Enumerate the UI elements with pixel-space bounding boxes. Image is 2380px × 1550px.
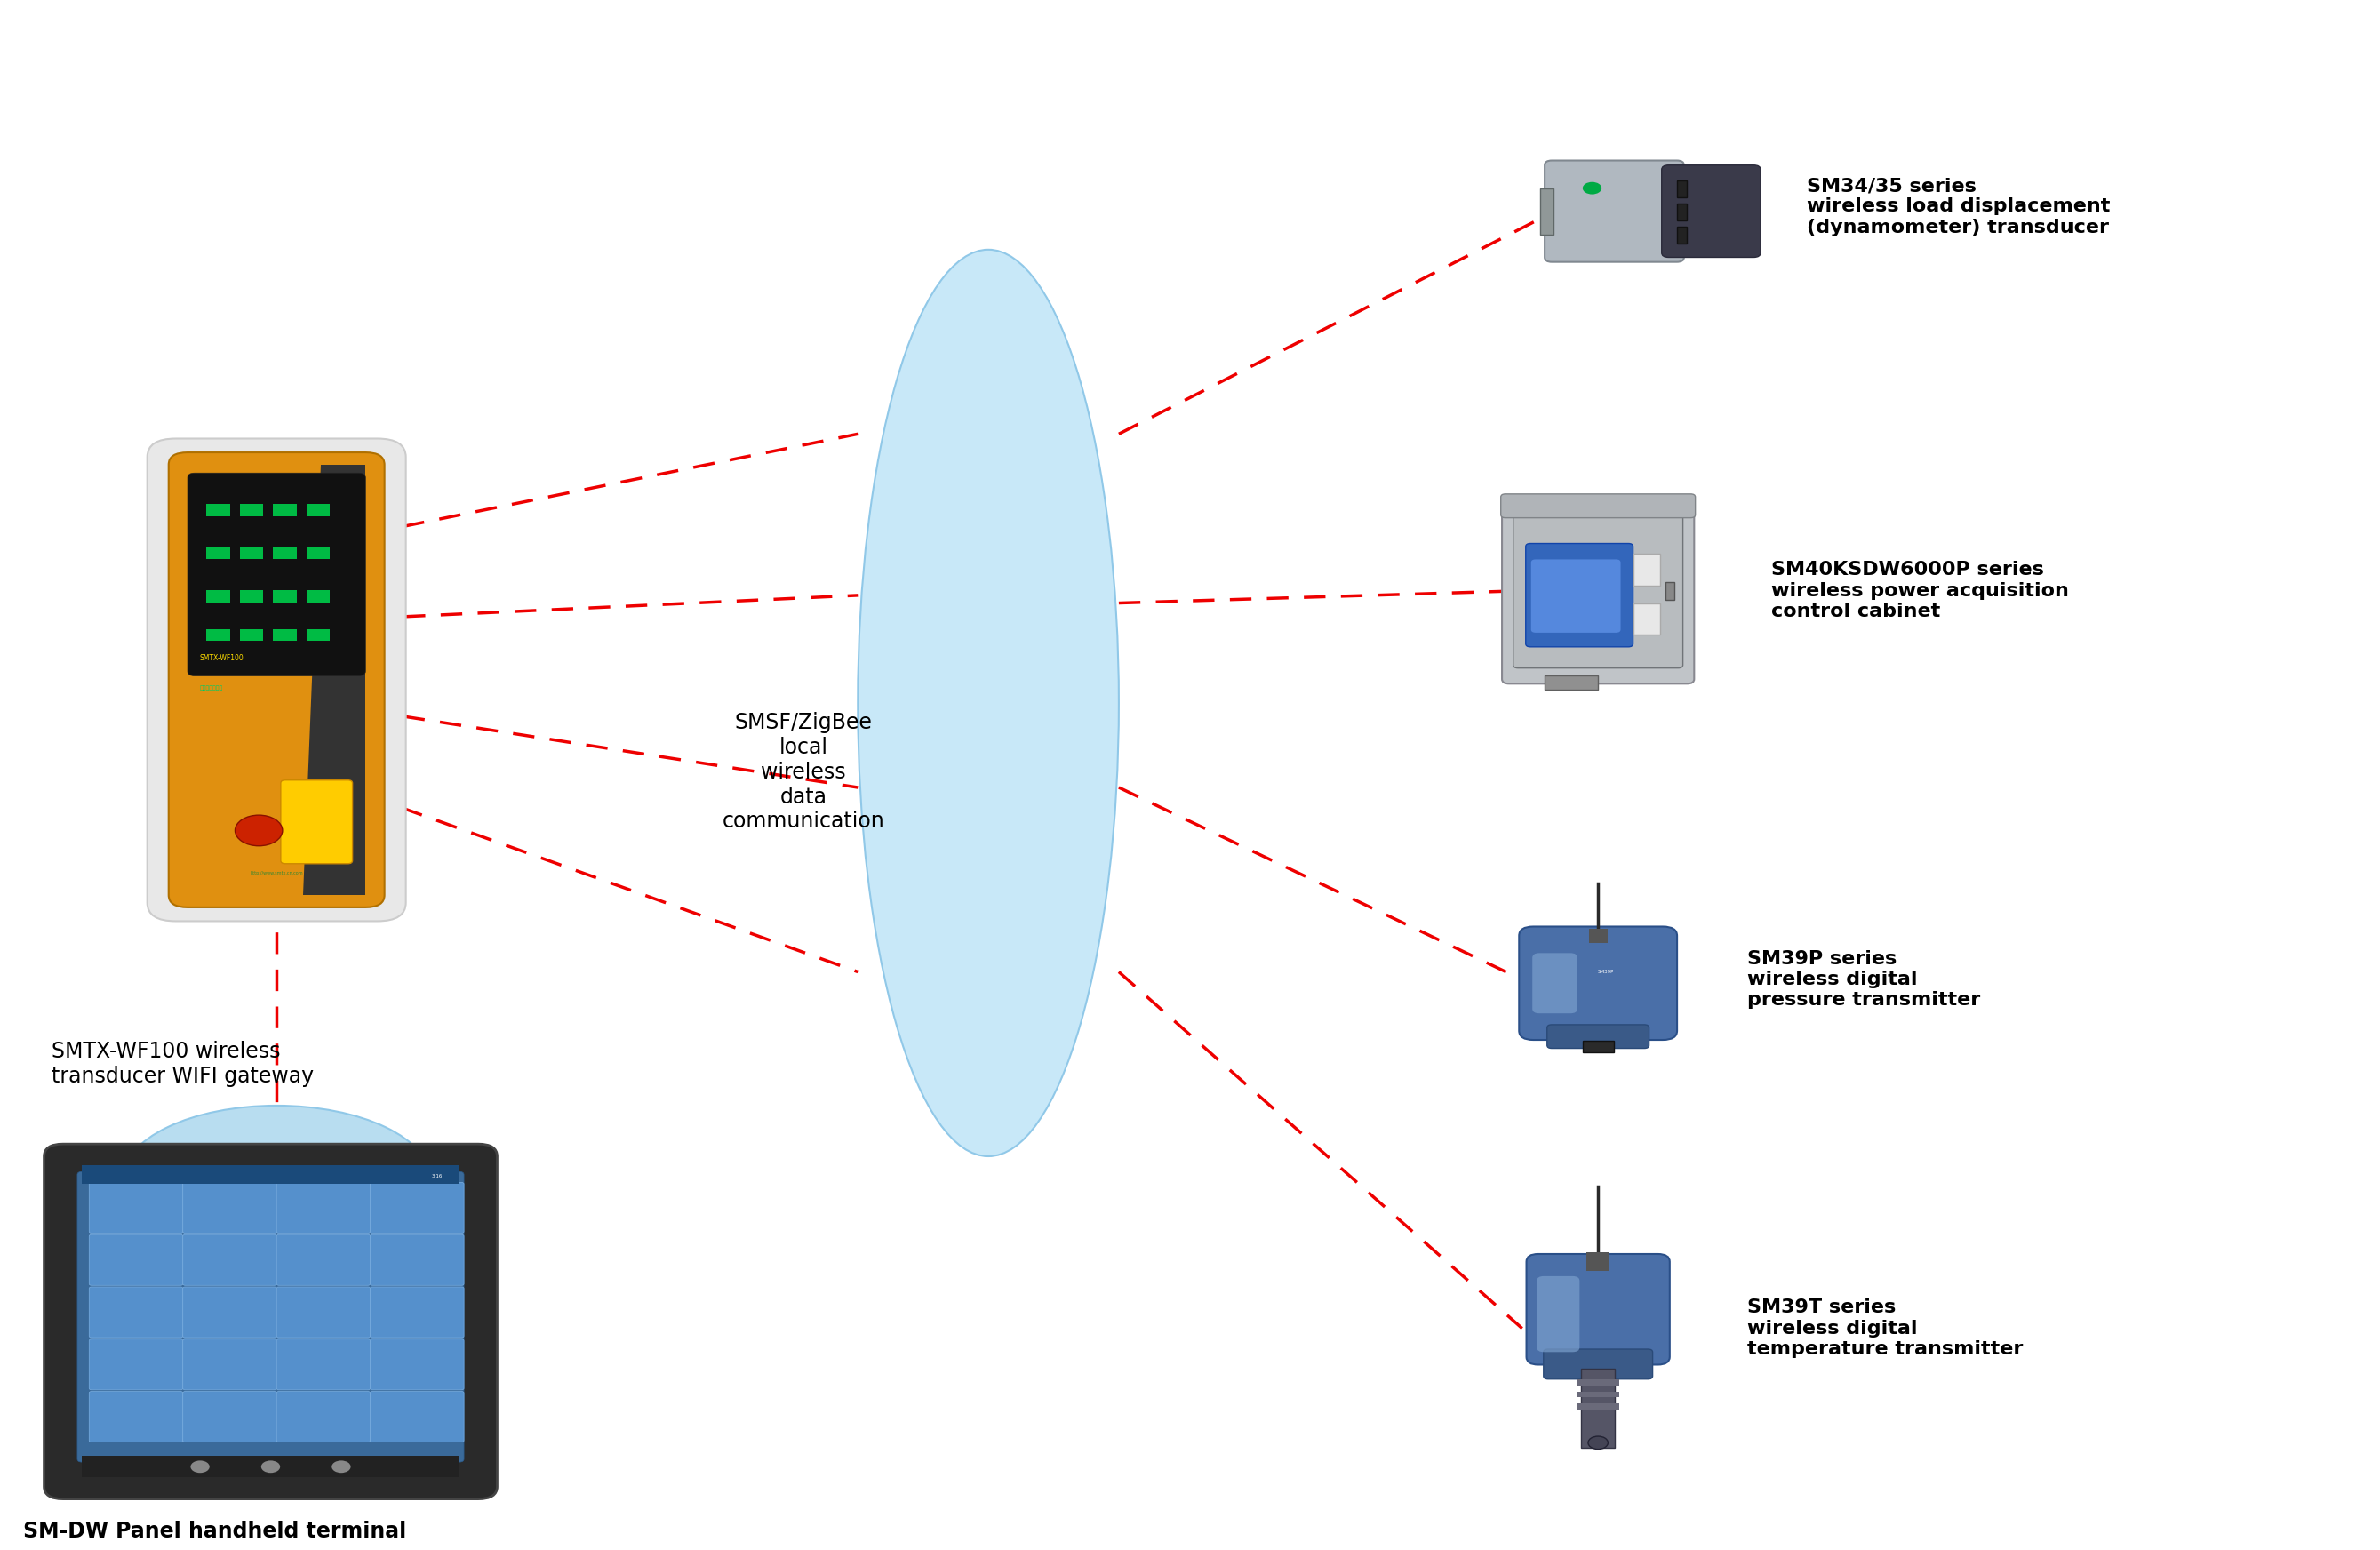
Circle shape <box>331 1460 350 1472</box>
FancyBboxPatch shape <box>1547 1025 1649 1048</box>
Text: SM39P: SM39P <box>1597 970 1614 975</box>
FancyBboxPatch shape <box>88 1235 183 1285</box>
FancyBboxPatch shape <box>169 453 386 907</box>
Bar <box>274 629 298 642</box>
Bar <box>207 629 231 642</box>
FancyBboxPatch shape <box>183 1392 276 1442</box>
Bar <box>1678 203 1687 220</box>
FancyBboxPatch shape <box>371 1286 464 1338</box>
FancyBboxPatch shape <box>183 1339 276 1390</box>
FancyBboxPatch shape <box>88 1183 183 1234</box>
Bar <box>1580 1369 1616 1448</box>
FancyBboxPatch shape <box>371 1392 464 1442</box>
FancyBboxPatch shape <box>1518 927 1678 1040</box>
Text: SMTX-WF100: SMTX-WF100 <box>200 654 243 662</box>
FancyBboxPatch shape <box>45 1144 497 1499</box>
Circle shape <box>190 1460 209 1472</box>
FancyBboxPatch shape <box>371 1183 464 1234</box>
Text: SMTX-WF100 wireless
transducer WIFI gateway: SMTX-WF100 wireless transducer WIFI gate… <box>50 1042 314 1087</box>
Bar <box>1576 1392 1618 1398</box>
Bar <box>307 629 331 642</box>
Bar <box>1576 1380 1618 1386</box>
Bar <box>307 591 331 603</box>
FancyBboxPatch shape <box>1661 164 1761 257</box>
FancyBboxPatch shape <box>1545 161 1685 262</box>
Bar <box>207 504 231 516</box>
Bar <box>274 504 298 516</box>
FancyBboxPatch shape <box>276 1183 371 1234</box>
Bar <box>240 504 264 516</box>
Bar <box>1540 188 1554 234</box>
Bar <box>240 629 264 642</box>
Ellipse shape <box>121 1105 431 1252</box>
FancyBboxPatch shape <box>76 1172 464 1462</box>
FancyBboxPatch shape <box>88 1339 183 1390</box>
Bar <box>1678 181 1687 197</box>
Bar <box>240 591 264 603</box>
FancyBboxPatch shape <box>1537 1276 1580 1352</box>
FancyBboxPatch shape <box>281 780 352 863</box>
Text: SM-DW Panel handheld terminal: SM-DW Panel handheld terminal <box>24 1521 407 1542</box>
FancyBboxPatch shape <box>371 1235 464 1285</box>
FancyBboxPatch shape <box>1533 953 1578 1014</box>
Bar <box>1633 553 1661 586</box>
FancyBboxPatch shape <box>276 1235 371 1285</box>
Text: SMSF/ZigBee
local
wireless
data
communication: SMSF/ZigBee local wireless data communic… <box>721 711 885 832</box>
Bar <box>1576 1403 1618 1409</box>
FancyBboxPatch shape <box>1545 1348 1652 1380</box>
Bar <box>274 547 298 560</box>
FancyBboxPatch shape <box>276 1339 371 1390</box>
Bar <box>81 1166 459 1184</box>
FancyBboxPatch shape <box>183 1235 276 1285</box>
Circle shape <box>1583 181 1602 194</box>
Bar <box>207 547 231 560</box>
FancyBboxPatch shape <box>1502 494 1695 518</box>
Bar <box>81 1455 459 1477</box>
FancyBboxPatch shape <box>183 1183 276 1234</box>
Text: SM34/35 series
wireless load displacement
(dynamometer) transducer: SM34/35 series wireless load displacemen… <box>1806 177 2111 236</box>
FancyBboxPatch shape <box>371 1339 464 1390</box>
Text: http://www.smtx.cn.com: http://www.smtx.cn.com <box>250 871 302 876</box>
FancyBboxPatch shape <box>88 1286 183 1338</box>
FancyBboxPatch shape <box>1530 560 1621 632</box>
Bar <box>1583 1042 1614 1052</box>
FancyBboxPatch shape <box>276 1286 371 1338</box>
Bar <box>1587 1252 1609 1271</box>
FancyBboxPatch shape <box>1502 498 1695 684</box>
Circle shape <box>1587 1437 1609 1449</box>
Bar <box>207 591 231 603</box>
Polygon shape <box>302 465 367 894</box>
Circle shape <box>262 1460 281 1472</box>
Text: WIFI: WIFI <box>243 1167 312 1192</box>
FancyBboxPatch shape <box>183 1286 276 1338</box>
FancyBboxPatch shape <box>1526 544 1633 646</box>
FancyBboxPatch shape <box>88 1392 183 1442</box>
FancyBboxPatch shape <box>148 439 407 921</box>
Bar <box>1590 928 1606 942</box>
Bar <box>274 591 298 603</box>
FancyBboxPatch shape <box>1514 512 1683 668</box>
Bar <box>307 547 331 560</box>
Text: SM40KSDW6000P series
wireless power acquisition
control cabinet: SM40KSDW6000P series wireless power acqu… <box>1771 561 2068 620</box>
Text: SM39P series
wireless digital
pressure transmitter: SM39P series wireless digital pressure t… <box>1747 950 1980 1009</box>
Bar <box>1633 603 1661 636</box>
Text: 无线传感器网关: 无线传感器网关 <box>200 687 224 691</box>
Text: SM39T series
wireless digital
temperature transmitter: SM39T series wireless digital temperatur… <box>1747 1299 2023 1358</box>
Bar <box>1666 581 1676 600</box>
Bar <box>240 547 264 560</box>
FancyBboxPatch shape <box>188 473 367 676</box>
Bar <box>307 504 331 516</box>
Circle shape <box>236 815 283 846</box>
Bar <box>1545 676 1597 690</box>
Bar <box>1678 226 1687 243</box>
Text: 3:16: 3:16 <box>431 1173 443 1178</box>
FancyBboxPatch shape <box>276 1392 371 1442</box>
FancyBboxPatch shape <box>1526 1254 1671 1364</box>
Ellipse shape <box>857 250 1119 1156</box>
